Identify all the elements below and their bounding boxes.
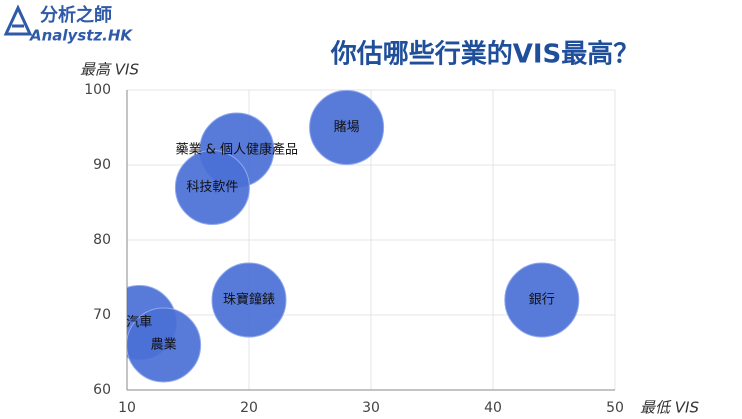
y-tick-label: 70 xyxy=(93,307,111,323)
bubble xyxy=(174,150,250,225)
x-tick-label: 10 xyxy=(118,400,136,416)
bubble-label: 汽車 xyxy=(126,315,152,330)
y-tick-label: 80 xyxy=(93,232,111,248)
y-axis-title: 最高 VIS xyxy=(80,61,139,79)
x-tick-label: 50 xyxy=(606,400,624,416)
bubble-label: 藥業 & 個人健康產品 xyxy=(176,142,298,158)
bubble-label: 科技軟件 xyxy=(186,179,238,195)
x-tick-label: 20 xyxy=(240,400,258,416)
x-axis-title: 最低 VIS xyxy=(640,399,699,417)
bubble-label: 賭場 xyxy=(334,120,360,135)
y-tick-label: 90 xyxy=(93,157,111,173)
logo-site: Analystz.HK xyxy=(29,27,133,45)
bubble-label: 珠寶鐘錶 xyxy=(223,292,275,308)
bubble xyxy=(127,307,202,383)
logo-icon xyxy=(3,4,33,36)
bubble xyxy=(309,90,385,165)
chart-title: 你估哪些行業的VIS最高？ xyxy=(330,39,640,70)
bubble-label: 銀行 xyxy=(529,293,555,308)
bubble-label: 農業 xyxy=(151,337,177,353)
y-tick-label: 100 xyxy=(84,82,111,98)
bubble xyxy=(211,262,287,338)
x-tick-label: 40 xyxy=(484,400,502,416)
bubble xyxy=(504,262,580,338)
x-tick-label: 30 xyxy=(362,400,380,416)
logo: 分析之師 Analystz.HK xyxy=(3,4,133,45)
logo-name: 分析之師 xyxy=(40,4,112,26)
bubbles xyxy=(127,90,580,383)
y-tick-label: 60 xyxy=(93,382,111,398)
